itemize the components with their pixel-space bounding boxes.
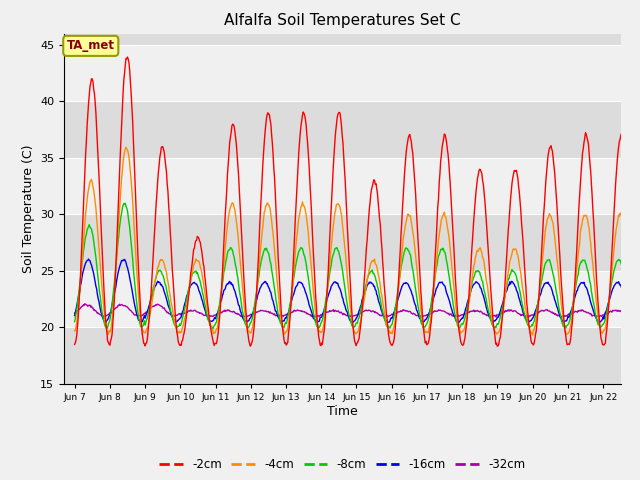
Bar	[64, 101, 621, 158]
Legend: -2cm, -4cm, -8cm, -16cm, -32cm: -2cm, -4cm, -8cm, -16cm, -32cm	[154, 454, 531, 476]
X-axis label: Time: Time	[327, 405, 358, 418]
Y-axis label: Soil Temperature (C): Soil Temperature (C)	[22, 144, 35, 273]
Title: Alfalfa Soil Temperatures Set C: Alfalfa Soil Temperatures Set C	[224, 13, 461, 28]
Bar	[64, 215, 621, 271]
Text: TA_met: TA_met	[67, 39, 115, 52]
Bar	[64, 271, 621, 327]
Bar	[64, 45, 621, 101]
Bar	[64, 158, 621, 215]
Bar	[64, 327, 621, 384]
Bar	[64, 34, 621, 45]
